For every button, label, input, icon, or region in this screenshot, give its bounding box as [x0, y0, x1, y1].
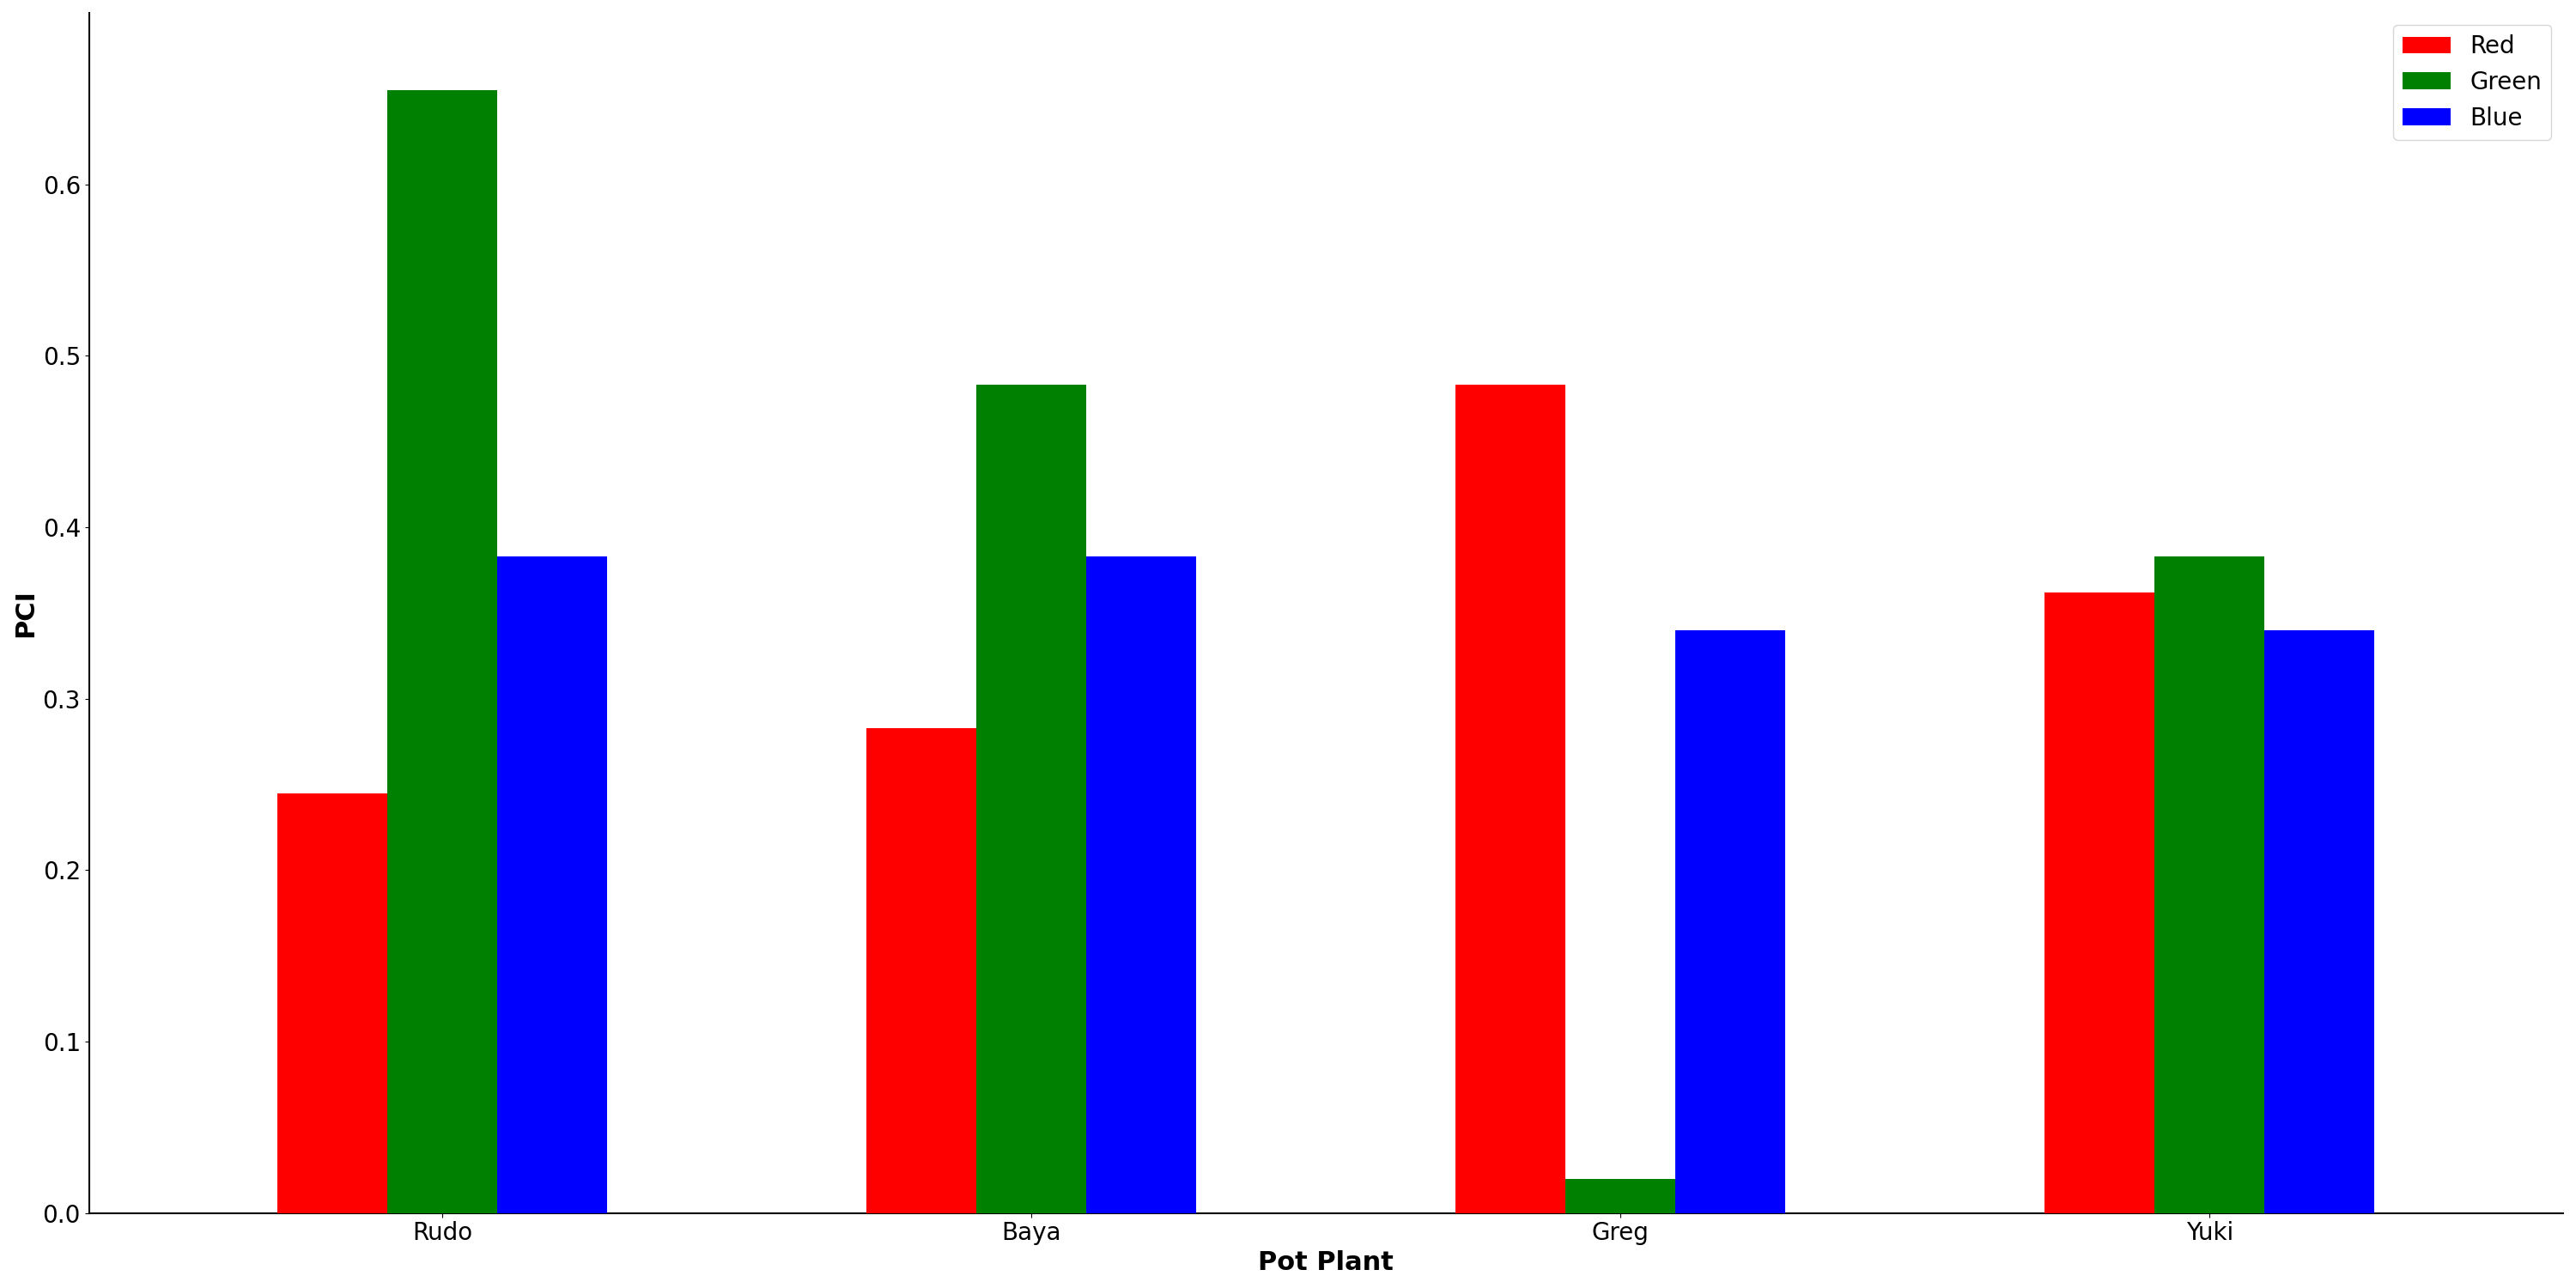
Bar: [976, 385, 1087, 1213]
Bar: [2154, 556, 2264, 1213]
Bar: [278, 793, 386, 1213]
Bar: [497, 556, 608, 1213]
Bar: [1674, 630, 1785, 1213]
Legend: Red, Green, Blue: Red, Green, Blue: [2393, 24, 2550, 140]
Bar: [1566, 1179, 1674, 1213]
Y-axis label: PCI: PCI: [13, 589, 39, 638]
Bar: [1087, 556, 1195, 1213]
Bar: [2045, 592, 2154, 1213]
Bar: [866, 728, 976, 1213]
Bar: [2264, 630, 2375, 1213]
Bar: [1455, 385, 1566, 1213]
X-axis label: Pot Plant: Pot Plant: [1257, 1251, 1394, 1275]
Bar: [386, 90, 497, 1213]
